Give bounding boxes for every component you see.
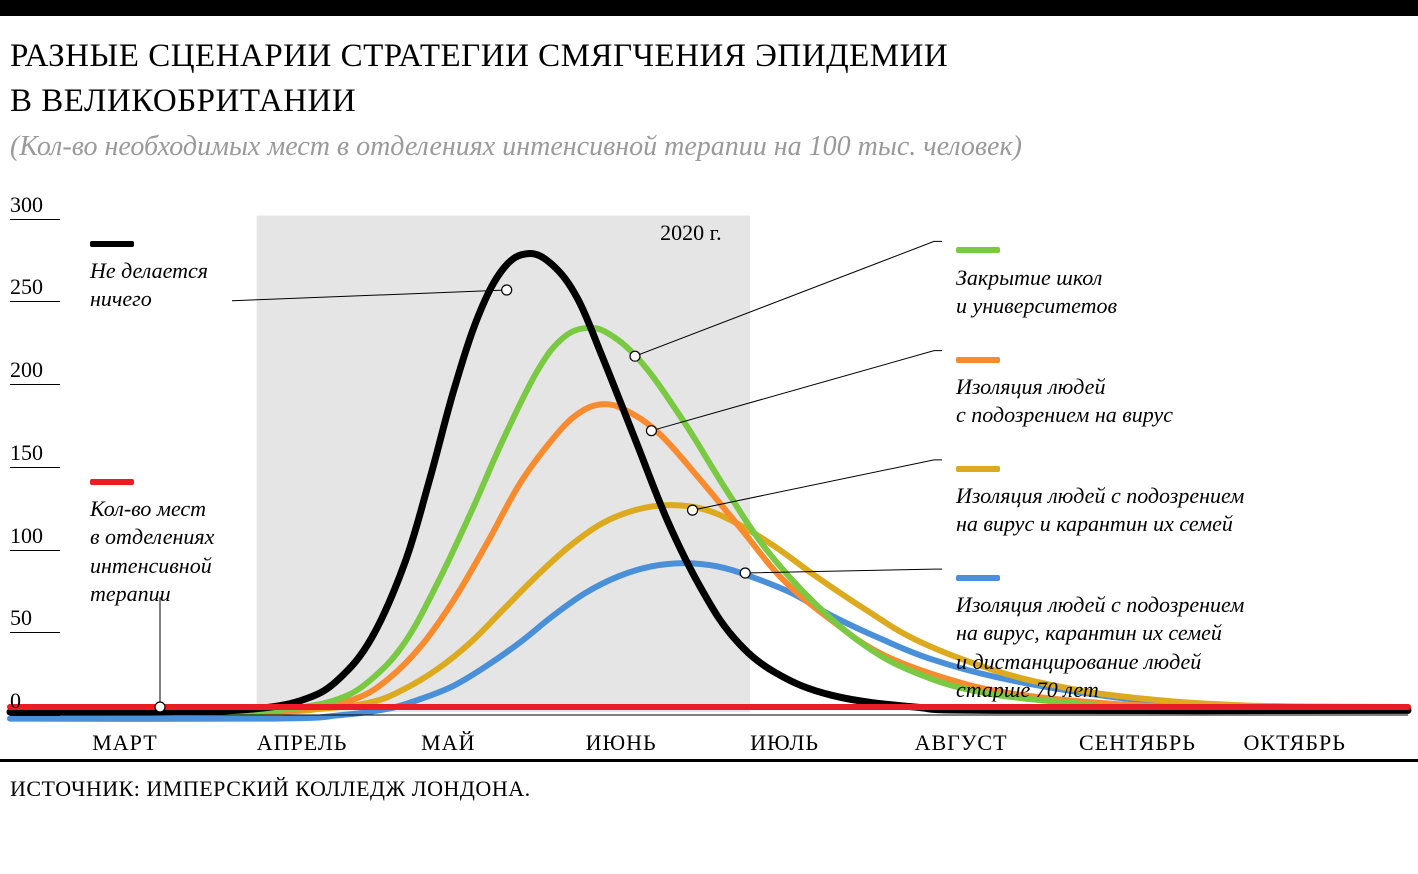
y-tick-label: 150 (10, 440, 60, 468)
leader-marker-schools (630, 351, 640, 361)
annotation-text-line: Кол-во мест (90, 496, 206, 521)
leader-marker-nothing (502, 285, 512, 295)
annotation-text-line: ничего (90, 286, 152, 311)
annotation-quarantine: Изоляция людей с подозрением на вирус и к… (956, 454, 1244, 538)
legend-swatch-quarantine (956, 466, 1000, 472)
y-tick-label: 50 (10, 605, 60, 633)
y-tick-label: 0 (10, 688, 60, 716)
legend-swatch-capacity (90, 479, 134, 485)
annotation-nothing: Не делается ничего (90, 229, 208, 313)
header: РАЗНЫЕ СЦЕНАРИИ СТРАТЕГИИ СМЯГЧЕНИЯ ЭПИД… (0, 16, 1418, 169)
annotation-text-line: на вирус и карантин их семей (956, 511, 1233, 536)
title-line-2: В ВЕЛИКОБРИТАНИИ (10, 83, 356, 119)
subtitle: (Кол-во необходимых мест в отделениях ин… (10, 131, 1408, 163)
annotation-text-line: терапии (90, 581, 171, 606)
figure-container: РАЗНЫЕ СЦЕНАРИИ СТРАТЕГИИ СМЯГЧЕНИЯ ЭПИД… (0, 0, 1418, 816)
x-tick-label: ИЮЛЬ (750, 730, 819, 756)
x-tick-label: ОКТЯБРЬ (1244, 730, 1346, 756)
x-tick-label: АВГУСТ (915, 730, 1008, 756)
annotation-text-line: Изоляция людей с подозрением (956, 592, 1244, 617)
leader-marker-dist70 (740, 568, 750, 578)
legend-swatch-isolate (956, 357, 1000, 363)
annotation-text-line: с подозрением на вирус (956, 402, 1173, 427)
y-tick-label: 200 (10, 357, 60, 385)
annotation-text-line: в отделениях (90, 524, 214, 549)
title: РАЗНЫЕ СЦЕНАРИИ СТРАТЕГИИ СМЯГЧЕНИЯ ЭПИД… (10, 34, 1408, 123)
annotation-dist70: Изоляция людей с подозрением на вирус, ка… (956, 563, 1244, 704)
top-rule (0, 0, 1418, 16)
x-tick-label: ИЮНЬ (586, 730, 657, 756)
legend-swatch-nothing (90, 241, 134, 247)
annotation-text-line: интенсивной (90, 553, 212, 578)
year-label: 2020 г. (660, 220, 722, 246)
leader-marker-quarantine (688, 505, 698, 515)
title-line-1: РАЗНЫЕ СЦЕНАРИИ СТРАТЕГИИ СМЯГЧЕНИЯ ЭПИД… (10, 38, 948, 74)
annotation-schools: Закрытие школ и университетов (956, 236, 1117, 320)
x-tick-label: АПРЕЛЬ (257, 730, 348, 756)
legend-swatch-schools (956, 247, 1000, 253)
annotation-text-line: и дистанцирование людей (956, 649, 1201, 674)
y-tick-label: 250 (10, 274, 60, 302)
annotation-capacity: Кол-во мест в отделениях интенсивной терапи… (90, 467, 214, 608)
annotation-text-line: старше 70 лет (956, 677, 1099, 702)
x-tick-label: МАРТ (92, 730, 157, 756)
x-tick-label: МАЙ (421, 730, 475, 756)
annotation-text-line: Изоляция людей (956, 374, 1105, 399)
legend-swatch-dist70 (956, 575, 1000, 581)
x-tick-label: СЕНТЯБРЬ (1079, 730, 1196, 756)
leader-marker-isolate (646, 426, 656, 436)
annotation-text-line: Не делается (90, 258, 208, 283)
source-line: ИСТОЧНИК: ИМПЕРСКИЙ КОЛЛЕДЖ ЛОНДОНА. (0, 762, 1418, 816)
chart-area: 2020 г. 0 50 100 150 200 250 300 МАРТ АПРЕЛЬ МАЙ ИЮ… (0, 169, 1418, 759)
annotation-isolate: Изоляция людей с подозрением на вирус (956, 345, 1173, 429)
annotation-text-line: и университетов (956, 293, 1117, 318)
y-tick-label: 300 (10, 192, 60, 220)
annotation-text-line: Закрытие школ (956, 265, 1102, 290)
annotation-text-line: Изоляция людей с подозрением (956, 483, 1244, 508)
annotation-text-line: на вирус, карантин их семей (956, 620, 1222, 645)
y-tick-label: 100 (10, 523, 60, 551)
leader-marker-capacity (155, 702, 165, 712)
